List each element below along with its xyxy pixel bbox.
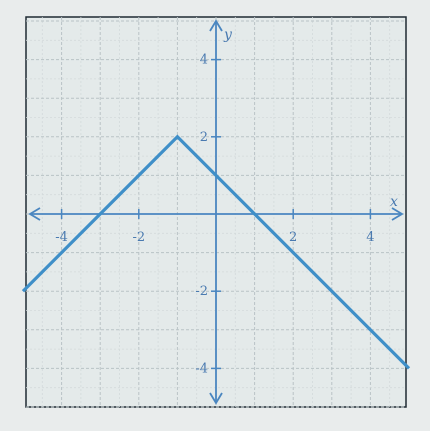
y-axis-arrow-down (209, 392, 223, 405)
x-tick-label: 2 (289, 230, 297, 245)
tick-marks (60, 58, 372, 370)
x-tick-label: 4 (366, 230, 374, 245)
y-tick-label: -2 (195, 284, 208, 299)
x-tick-label: -2 (132, 230, 145, 245)
x-tick-label: -4 (55, 230, 68, 245)
y-axis-label: y (223, 27, 233, 43)
tick-labels: -4 -2 2 4 4 2 -2 -4 (55, 53, 374, 377)
y-tick-label: 2 (200, 130, 208, 145)
x-axis-arrow-left (28, 207, 41, 221)
y-tick-label: -4 (195, 361, 208, 376)
series (21, 134, 411, 370)
series-line (21, 134, 411, 370)
axes (28, 19, 404, 405)
y-axis-arrow-up (209, 19, 223, 32)
x-axis-label: x (390, 194, 398, 210)
x-axis-arrow-right (391, 207, 404, 221)
y-tick-label: 4 (200, 53, 208, 68)
